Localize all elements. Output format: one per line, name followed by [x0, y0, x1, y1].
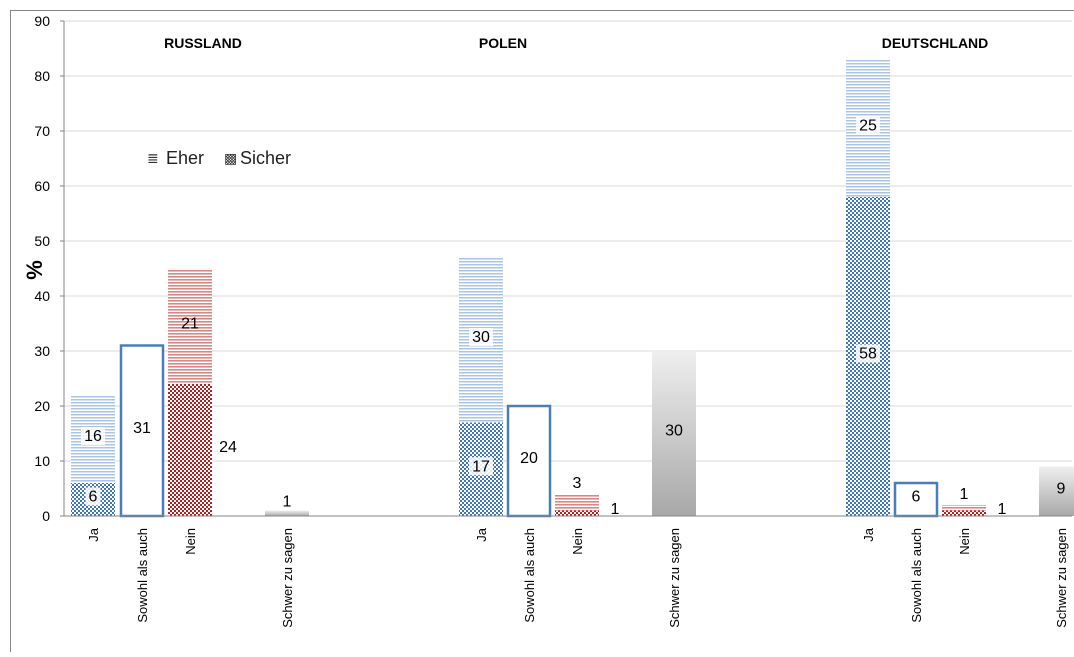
data-label: 1	[998, 501, 1007, 518]
data-label: 1	[283, 494, 292, 511]
x-tick-label: Sowohl als auch	[135, 528, 150, 623]
gridlines	[64, 21, 1072, 461]
data-label: 1	[611, 501, 620, 518]
x-tick-label: Nein	[957, 528, 972, 555]
data-labels: 6 16 31 24 21 1 17 30 20 1 3 30 58 25 6 1 1 9	[81, 116, 1066, 518]
x-tick-label: Ja	[474, 527, 489, 542]
group-title: RUSSLAND	[164, 35, 242, 51]
data-label: 16	[84, 428, 102, 445]
data-label: 9	[1057, 480, 1066, 497]
data-label: 24	[219, 439, 237, 456]
x-tick-label: Schwer zu sagen	[280, 528, 295, 628]
y-axis-label: %	[22, 260, 47, 280]
y-tick-label: 20	[34, 398, 50, 414]
bar-segment-sicher	[168, 384, 212, 516]
y-tick-label: 0	[42, 508, 50, 524]
y-tick-label: 40	[34, 288, 50, 304]
legend-sicher-symbol: ▩	[224, 150, 237, 166]
x-tick-label: Sowohl als auch	[522, 528, 537, 623]
legend-eher-label: Eher	[166, 148, 204, 168]
bar-segment-eher	[942, 505, 986, 511]
bar-segment-sicher	[942, 511, 986, 517]
data-label: 30	[472, 329, 490, 346]
y-tick-label: 80	[34, 68, 50, 84]
data-label: 58	[859, 346, 877, 363]
y-tick-label: 60	[34, 178, 50, 194]
data-label: 6	[89, 489, 98, 506]
y-tick-label: 70	[34, 123, 50, 139]
data-label: 17	[472, 458, 490, 475]
data-label: 21	[181, 315, 199, 332]
x-tick-label: Schwer zu sagen	[1054, 528, 1069, 628]
x-tick-label: Ja	[86, 527, 101, 542]
x-tick-labels: Ja Sowohl als auch Nein Schwer zu sagen Ja So…	[86, 527, 1069, 628]
data-label: 1	[960, 486, 969, 503]
y-tick-label: 90	[34, 13, 50, 29]
legend: ≣ Eher ▩ Sicher	[147, 148, 291, 168]
data-label: 20	[520, 450, 538, 467]
bar-segment-eher	[555, 494, 599, 511]
x-tick-label: Nein	[183, 528, 198, 555]
data-label: 31	[133, 420, 151, 437]
group-title: POLEN	[479, 35, 527, 51]
group-title: DEUTSCHLAND	[882, 35, 989, 51]
x-tick-label: Ja	[861, 527, 876, 542]
data-label: 6	[912, 489, 921, 506]
data-label: 30	[665, 423, 683, 440]
data-label: 3	[573, 475, 582, 492]
x-tick-label: Schwer zu sagen	[667, 528, 682, 628]
legend-sicher-label: Sicher	[240, 148, 291, 168]
x-tick-label: Nein	[570, 528, 585, 555]
legend-eher-symbol: ≣	[147, 150, 159, 166]
y-tick-label: 10	[34, 453, 50, 469]
x-tick-label: Sowohl als auch	[909, 528, 924, 623]
y-tick-label: 50	[34, 233, 50, 249]
y-tick-label: 30	[34, 343, 50, 359]
data-label: 25	[859, 117, 877, 134]
bar-schwer	[265, 511, 309, 517]
bar-segment-sicher	[555, 511, 599, 517]
